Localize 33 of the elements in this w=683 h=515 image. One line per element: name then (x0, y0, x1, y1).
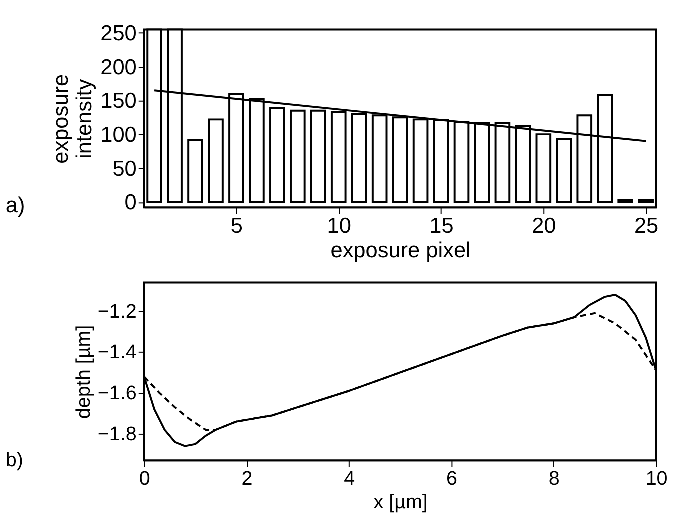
x-tick-label: 15 (430, 212, 454, 238)
y-tick-label: −1.8 (98, 423, 137, 446)
y-tick-label: 200 (100, 54, 137, 80)
x-axis-title: exposure pixel (330, 238, 471, 263)
y-tick-label: 250 (100, 20, 137, 46)
bar (208, 118, 224, 204)
bar (618, 199, 634, 204)
y-tick-label: −1.6 (98, 382, 137, 405)
bar (188, 138, 204, 204)
y-axis-title: exposure intensity (48, 74, 97, 164)
y-tick-label: 0 (124, 190, 137, 215)
bar (638, 199, 654, 204)
x-tick-label: 10 (327, 212, 352, 238)
y-tick-label: −1.4 (98, 342, 137, 364)
y-tick-label: 50 (112, 156, 137, 181)
y-tick-label: 150 (100, 88, 137, 114)
text: a) (6, 192, 26, 218)
x-tick-label: 25 (634, 212, 659, 238)
x-tick-label: 5 (230, 212, 244, 238)
bar (556, 138, 572, 204)
x-tick-label: 20 (532, 212, 556, 238)
y-axis-title: depth [µm] (72, 325, 95, 420)
x-tick-label: 4 (344, 468, 356, 490)
bar (290, 110, 306, 204)
x-tick-label: 2 (242, 468, 253, 490)
y-tick-label: 100 (100, 122, 137, 147)
text: b) (6, 450, 24, 472)
x-axis-title: x [µm] (374, 492, 428, 514)
y-tick-label: −1.2 (98, 300, 137, 323)
bar (270, 107, 286, 204)
x-tick-label: 6 (446, 468, 458, 490)
x-tick-label: 10 (646, 468, 668, 490)
x-tick-label: 8 (548, 468, 560, 490)
